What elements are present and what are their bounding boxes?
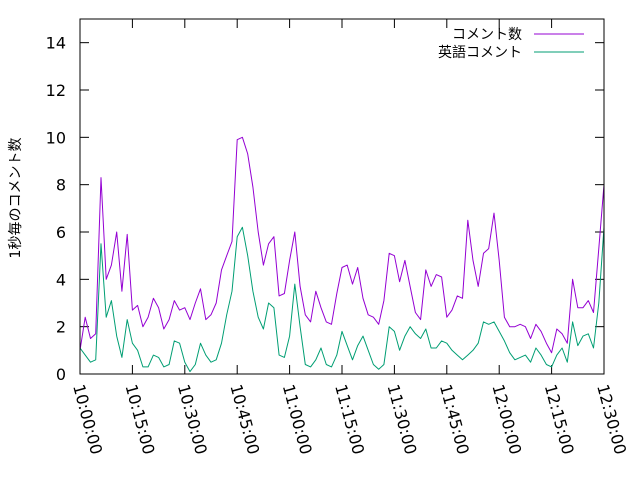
- series-line-2: [79, 226, 605, 373]
- y-tick-label: 2: [56, 318, 66, 337]
- x-tick-label: 11:30:00: [384, 382, 421, 456]
- y-tick-label: 4: [56, 270, 66, 289]
- y-tick-label: 0: [56, 365, 66, 384]
- legend-label-1: コメント数: [452, 27, 522, 43]
- series-line-1: [79, 136, 605, 354]
- x-tick-label: 10:30:00: [174, 382, 211, 456]
- y-tick-label: 14: [46, 34, 66, 53]
- y-axis-label-group: 1秒毎のコメント数: [8, 138, 24, 259]
- y-tick-label: 8: [56, 176, 66, 195]
- x-tick-label: 10:15:00: [122, 382, 159, 456]
- y-tick-label: 6: [56, 223, 66, 242]
- y-tick-label: 10: [46, 128, 66, 147]
- x-tick-label: 11:00:00: [279, 382, 316, 456]
- y-axis-label: 1秒毎のコメント数: [8, 138, 24, 259]
- x-tick-label: 12:30:00: [593, 382, 630, 456]
- x-tick-label: 11:15:00: [331, 382, 368, 456]
- legend-label-2: 英語コメント: [438, 44, 522, 61]
- x-tick-label: 12:00:00: [488, 382, 525, 456]
- plot-frame: [79, 18, 605, 375]
- x-tick-label: 10:45:00: [226, 382, 263, 456]
- series-layer: [79, 136, 605, 373]
- x-tick-label: 11:45:00: [436, 382, 473, 456]
- x-tick-label: 10:00:00: [69, 382, 106, 456]
- axis-ticks: 0 2 4 6 8 10 12 14 10:00:00 10:15:00 10:30:00 10:45…: [46, 19, 630, 456]
- x-tick-label: 12:15:00: [541, 382, 578, 456]
- y-tick-label: 12: [46, 81, 66, 100]
